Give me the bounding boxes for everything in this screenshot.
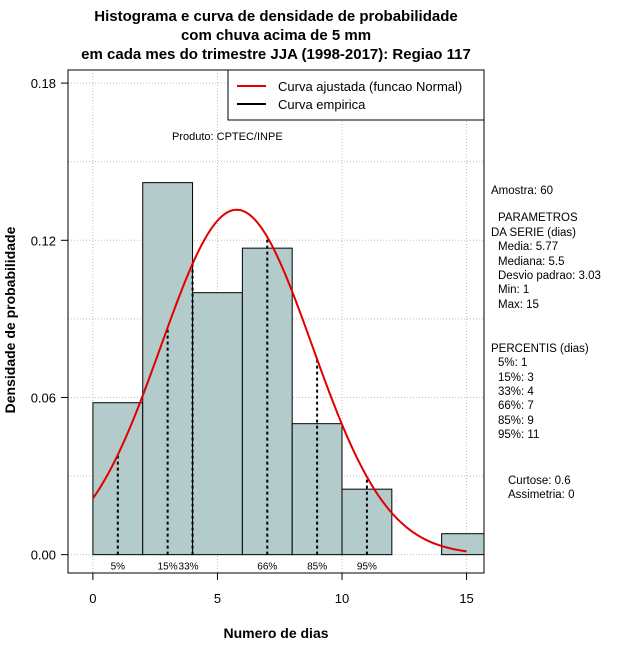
sample-size: Amostra: 60	[491, 185, 553, 197]
x-axis-title: Numero de dias	[223, 625, 328, 641]
histogram-bar-2	[192, 292, 243, 556]
percentile-label-3: 66%	[257, 562, 277, 573]
chart-title-line-2: com chuva acima de 5 mm	[181, 27, 371, 44]
percentis-title: PERCENTIS (dias)	[491, 343, 589, 355]
x-tick-label-0: 0	[89, 591, 96, 606]
percentile-label-4: 85%	[307, 562, 327, 573]
y-axis: 0.00 0.06 0.12 0.18	[31, 76, 68, 563]
x-tick-label-2: 10	[335, 591, 349, 606]
percentil-5: 5%: 1	[498, 357, 527, 369]
chart-title-line-3: em cada mes do trimestre JJA (1998-2017)…	[81, 46, 471, 63]
percentil-33: 33%: 4	[498, 386, 534, 398]
y-axis-title: Densidade de probabilidade	[2, 226, 18, 413]
param-mean: Media: 5.77	[498, 241, 558, 253]
param-min: Min: 1	[498, 284, 529, 296]
y-tick-label-1: 0.06	[31, 390, 56, 405]
chart-title: Histograma e curva de densidade de proba…	[81, 8, 471, 63]
percentile-label-5: 95%	[357, 562, 377, 573]
x-tick-label-1: 5	[214, 591, 221, 606]
chart-title-line-1: Histograma e curva de densidade de proba…	[94, 8, 457, 25]
x-axis: 0 5 10 15	[89, 573, 474, 606]
statistics-panel: Amostra: 60 PARAMETROS DA SERIE (dias) M…	[491, 185, 601, 501]
y-tick-label-3: 0.18	[31, 76, 56, 91]
kurtosis: Curtose: 0.6	[508, 475, 571, 487]
y-tick-label-2: 0.12	[31, 233, 56, 248]
legend-label-normal: Curva ajustada (funcao Normal)	[278, 79, 462, 94]
param-median: Mediana: 5.5	[498, 256, 565, 268]
params-title-1: PARAMETROS	[498, 212, 578, 224]
percentil-95: 95%: 11	[498, 429, 539, 441]
percentile-label-1: 15%	[158, 562, 178, 573]
percentil-66: 66%: 7	[498, 400, 534, 412]
legend-box	[227, 69, 485, 121]
x-tick-label-3: 15	[459, 591, 473, 606]
normal-fit-curve	[92, 208, 467, 553]
percentile-labels: 5% 15% 33% 66% 85% 95%	[111, 562, 377, 573]
param-std: Desvio padrao: 3.03	[498, 270, 601, 282]
percentile-label-0: 5%	[111, 562, 126, 573]
histogram-bars	[92, 182, 485, 556]
percentil-85: 85%: 9	[498, 415, 534, 427]
percentile-lines	[116, 237, 368, 555]
histogram-bar-3	[241, 247, 293, 556]
percentile-label-2: 33%	[179, 562, 199, 573]
product-annotation: Produto: CPTEC/INPE	[172, 131, 283, 143]
legend: Curva ajustada (funcao Normal) Curva emp…	[227, 69, 485, 121]
percentil-15: 15%: 3	[498, 372, 534, 384]
histogram-bar-0	[92, 402, 144, 556]
legend-label-empirical: Curva empirica	[278, 97, 366, 112]
y-tick-label-0: 0.00	[31, 548, 56, 563]
skewness: Assimetria: 0	[508, 489, 574, 501]
params-title-2: DA SERIE (dias)	[491, 227, 576, 239]
param-max: Max: 15	[498, 299, 539, 311]
